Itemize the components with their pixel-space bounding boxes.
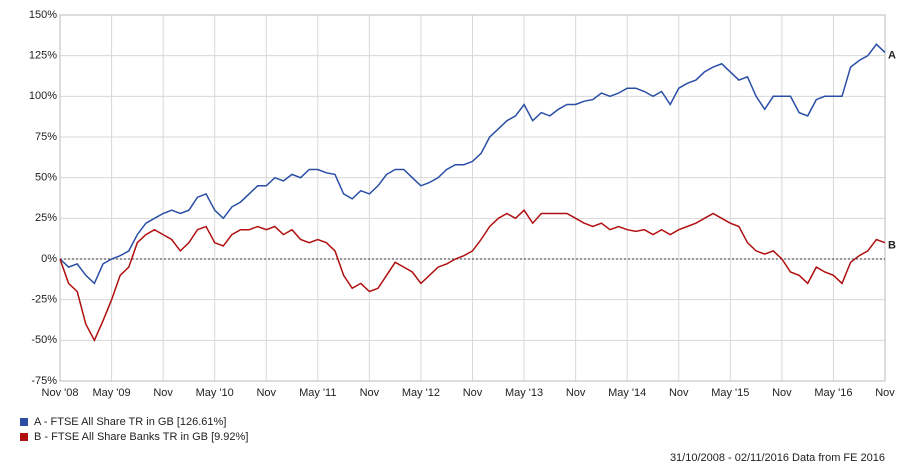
y-tick-label: 125%	[29, 50, 57, 62]
series-line	[59, 43, 886, 285]
x-tick-label: Nov	[360, 387, 380, 399]
y-tick-label: 25%	[35, 212, 57, 224]
y-tick-label: 0%	[41, 253, 57, 265]
y-tick-label: 100%	[29, 90, 57, 102]
x-tick-label: Nov	[875, 387, 895, 399]
end-label: B	[888, 240, 896, 252]
x-tick-label: Nov	[256, 387, 276, 399]
x-tick-label: Nov	[772, 387, 792, 399]
x-tick-label: Nov	[566, 387, 586, 399]
x-tick-label: May '10	[196, 387, 234, 399]
legend-label: B - FTSE All Share Banks TR in GB [9.92%…	[34, 431, 248, 443]
legend-swatch	[20, 433, 28, 441]
y-tick-label: 150%	[29, 9, 57, 21]
source-note: 31/10/2008 - 02/11/2016 Data from FE 201…	[670, 452, 885, 464]
x-tick-label: Nov '08	[42, 387, 79, 399]
y-tick-label: -25%	[31, 294, 57, 306]
y-tick-label: -75%	[31, 375, 57, 387]
x-tick-label: May '16	[814, 387, 852, 399]
x-tick-label: May '12	[402, 387, 440, 399]
x-tick-label: May '11	[299, 387, 336, 399]
x-tick-label: May '14	[608, 387, 646, 399]
y-tick-label: 50%	[35, 172, 57, 184]
y-tick-label: 75%	[35, 131, 57, 143]
x-tick-label: May '15	[711, 387, 749, 399]
x-tick-label: May '09	[92, 387, 130, 399]
legend-swatch	[20, 418, 28, 426]
series-line	[59, 209, 886, 343]
end-label: A	[888, 49, 896, 61]
x-tick-label: Nov	[153, 387, 173, 399]
y-tick-label: -50%	[31, 334, 57, 346]
plot-frame	[59, 14, 886, 382]
x-tick-label: Nov	[463, 387, 483, 399]
legend-label: A - FTSE All Share TR in GB [126.61%]	[34, 416, 226, 428]
x-tick-label: Nov	[669, 387, 689, 399]
x-tick-label: May '13	[505, 387, 543, 399]
